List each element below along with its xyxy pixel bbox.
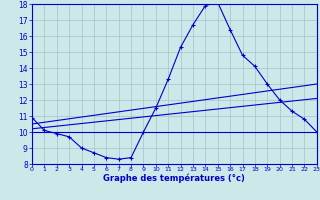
X-axis label: Graphe des températures (°c): Graphe des températures (°c): [103, 173, 245, 183]
